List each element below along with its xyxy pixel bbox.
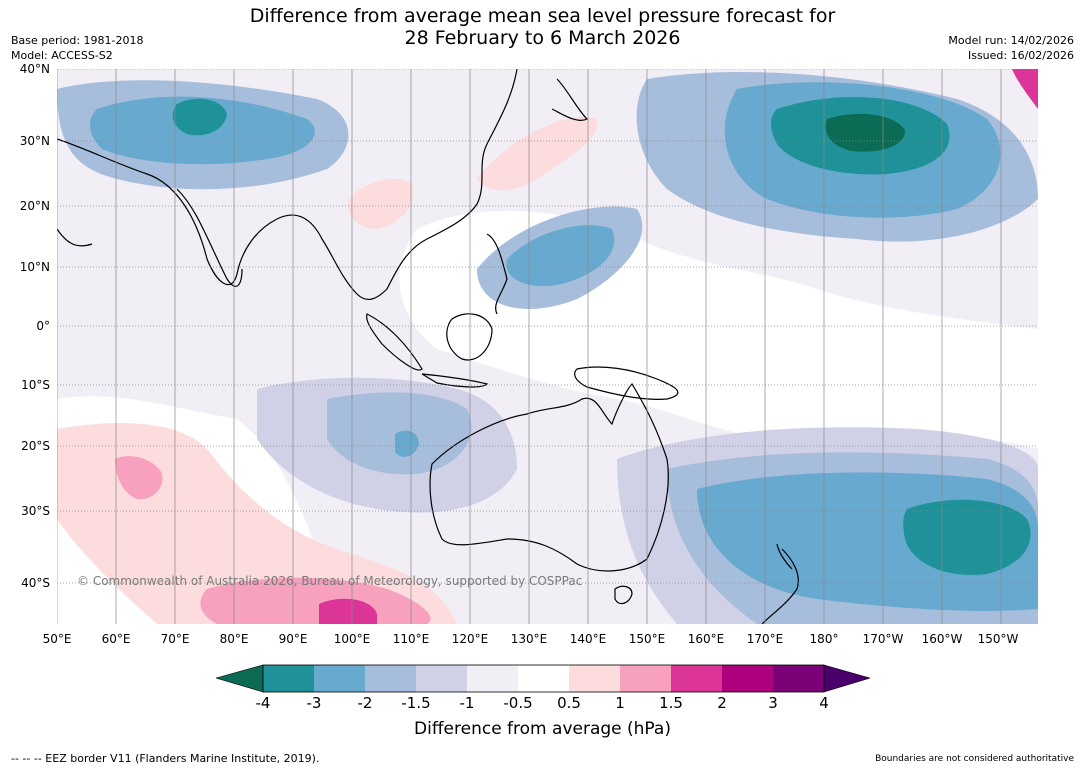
lon-label-180: 180° xyxy=(809,632,839,646)
issued-date: Issued: 16/02/2026 xyxy=(967,49,1074,62)
india-outline xyxy=(176,188,243,287)
lon-label-160w: 160°W xyxy=(921,632,963,646)
colorbar-swatch-right-arrow xyxy=(823,664,870,693)
asia-coast-outline xyxy=(57,69,518,301)
colorbar-tick-7: 0.5 xyxy=(557,694,581,712)
lon-label-150w: 150°W xyxy=(977,632,1019,646)
philippines-outline xyxy=(486,233,508,315)
lon-label-140e: 140°E xyxy=(569,632,607,646)
colorbar-tick-3: -2 xyxy=(357,694,373,712)
positive-anomaly-northeast xyxy=(1012,69,1038,109)
model-name: Model: ACCESS-S2 xyxy=(11,49,113,62)
colorbar-swatch-11 xyxy=(773,665,824,692)
lon-label-50e: 50°E xyxy=(42,632,72,646)
colorbar-tick-6: -0.5 xyxy=(503,694,533,712)
graticule xyxy=(57,69,1038,624)
borneo-outline xyxy=(446,313,493,361)
lat-label-30s: 30°S xyxy=(21,504,50,518)
lat-label-10n: 10°N xyxy=(19,260,50,274)
colorbar-tick-1: -4 xyxy=(255,694,271,712)
sumatra-outline xyxy=(366,313,423,371)
java-outline xyxy=(421,373,489,388)
colorbar-swatch-left-arrow xyxy=(216,664,264,693)
title-line-1: Difference from average mean sea level p… xyxy=(249,5,836,27)
colorbar-swatch-7 xyxy=(569,665,620,692)
colorbar-swatch-3 xyxy=(365,665,416,692)
base-period: Base period: 1981-2018 xyxy=(11,34,144,47)
positive-anomaly-blob xyxy=(115,456,163,500)
meta-left: Base period: 1981-2018 Model: ACCESS-S2 xyxy=(11,33,143,63)
negative-anomaly-pacific-north-max xyxy=(825,113,905,152)
colorbar-swatch-4 xyxy=(416,665,467,692)
colorbar-swatch-1 xyxy=(263,665,314,692)
lon-label-170e: 170°E xyxy=(746,632,784,646)
colorbar-swatch-6 xyxy=(518,665,569,692)
japan-outline xyxy=(551,78,589,121)
lon-label-120e: 120°E xyxy=(451,632,489,646)
meta-right: Model run: 14/02/2026 Issued: 16/02/2026 xyxy=(948,33,1074,63)
lat-label-40n: 40°N xyxy=(19,62,50,76)
lon-label-90e: 90°E xyxy=(278,632,308,646)
new-guinea-outline xyxy=(574,366,679,400)
negative-anomaly-philippine-sea-core xyxy=(506,225,615,287)
lon-label-170w: 170°W xyxy=(862,632,904,646)
colorbar-tick-9: 1.5 xyxy=(659,694,683,712)
lon-label-60e: 60°E xyxy=(101,632,131,646)
map-canvas xyxy=(57,69,1038,624)
negative-anomaly-south-pacific-core xyxy=(903,499,1031,575)
colorbar-tick-5: -1 xyxy=(459,694,475,712)
colorbar-label: Difference from average (hPa) xyxy=(414,719,671,739)
model-run: Model run: 14/02/2026 xyxy=(948,34,1074,47)
australia-outline xyxy=(429,383,669,572)
positive-anomaly-southwest-max xyxy=(319,598,377,624)
lat-label-20n: 20°N xyxy=(19,199,50,213)
lat-label-0: 0° xyxy=(36,319,50,333)
colorbar-tick-10: 2 xyxy=(717,694,727,712)
lon-label-150e: 150°E xyxy=(628,632,666,646)
negative-anomaly-indian-ocean-core xyxy=(395,430,419,457)
lat-label-10s: 10°S xyxy=(21,378,50,392)
colorbar-swatch-9 xyxy=(671,665,722,692)
coastlines xyxy=(57,69,799,624)
colorbar-tick-11: 3 xyxy=(768,694,778,712)
lat-label-20s: 20°S xyxy=(21,439,50,453)
colorbar-swatch-2 xyxy=(314,665,365,692)
colorbar-swatch-5 xyxy=(467,665,518,692)
title-line-2: 28 February to 6 March 2026 xyxy=(404,27,681,49)
tasmania-outline xyxy=(614,585,633,605)
lon-label-110e: 110°E xyxy=(392,632,430,646)
lon-label-80e: 80°E xyxy=(219,632,249,646)
lat-label-30n: 30°N xyxy=(19,134,50,148)
colorbar-frame xyxy=(262,664,825,693)
colorbar-tick-8: 1 xyxy=(615,694,625,712)
colorbar-tick-4: -1.5 xyxy=(401,694,431,712)
eez-border-note: -- -- -- EEZ border V11 (Flanders Marine… xyxy=(11,752,320,765)
positive-anomaly-japan xyxy=(477,117,598,191)
colorbar-tick-2: -3 xyxy=(306,694,322,712)
positive-anomaly-china xyxy=(348,179,413,229)
lat-label-40s: 40°S xyxy=(21,576,50,590)
boundaries-disclaimer: Boundaries are not considered authoritat… xyxy=(875,754,1074,764)
colorbar-tick-12: 4 xyxy=(819,694,829,712)
colorbar-swatch-10 xyxy=(722,665,773,692)
lon-label-130e: 130°E xyxy=(510,632,548,646)
map-title: Difference from average mean sea level p… xyxy=(0,5,1085,49)
colorbar-swatch-8 xyxy=(620,665,671,692)
lon-label-160e: 160°E xyxy=(687,632,725,646)
copyright-notice: © Commonwealth of Australia 2026, Bureau… xyxy=(77,574,583,588)
pressure-anomaly-map xyxy=(57,69,1038,624)
colorbar xyxy=(216,664,870,693)
arabia-outline xyxy=(57,228,93,247)
lon-label-100e: 100°E xyxy=(333,632,371,646)
negative-anomaly-asia-max xyxy=(172,98,227,136)
lon-label-70e: 70°E xyxy=(160,632,190,646)
new-zealand-outline xyxy=(761,543,799,624)
